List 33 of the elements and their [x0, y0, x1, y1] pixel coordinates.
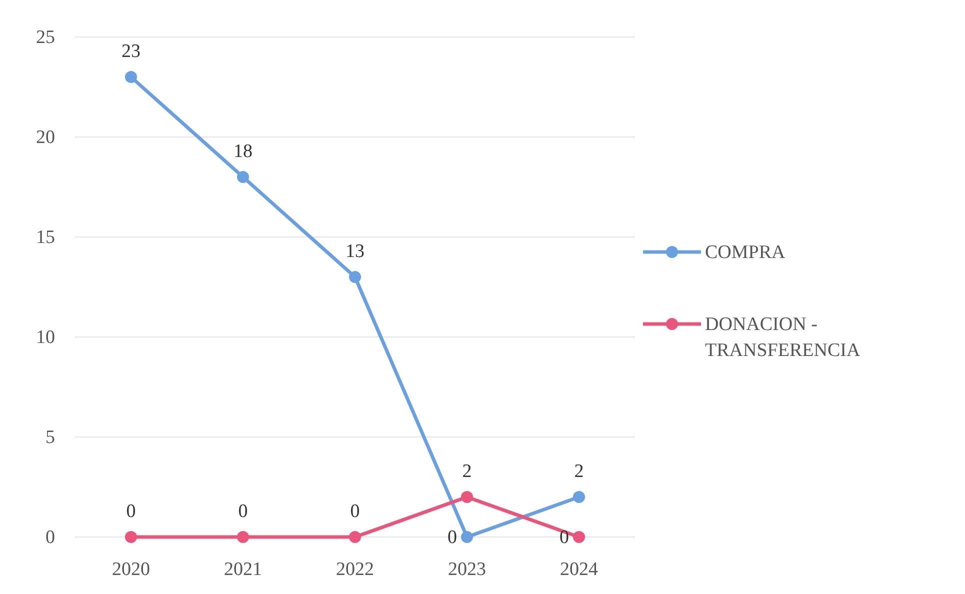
- point: [461, 491, 473, 503]
- x-tick-label: 2022: [336, 559, 374, 580]
- data-label: 2: [462, 461, 472, 482]
- data-label: 0: [350, 501, 360, 522]
- point: [125, 71, 137, 83]
- data-label: 13: [346, 241, 364, 262]
- data-label: 0: [560, 527, 569, 548]
- data-label: 0: [126, 501, 136, 522]
- x-tick-label: 2024: [560, 559, 598, 580]
- y-tick-label: 25: [36, 27, 55, 48]
- x-tick-label: 2021: [224, 559, 262, 580]
- data-label: 0: [238, 501, 248, 522]
- x-tick-label: 2023: [448, 559, 486, 580]
- y-tick-label: 10: [36, 327, 55, 348]
- data-label: 2: [574, 461, 584, 482]
- point: [237, 531, 249, 543]
- y-tick-label: 5: [46, 427, 55, 448]
- legend-label: DONACION - TRANSFERENCIA: [705, 314, 860, 361]
- point: [349, 531, 361, 543]
- data-label: 23: [122, 41, 140, 62]
- point: [573, 531, 585, 543]
- data-label: 18: [234, 141, 252, 162]
- y-tick-label: 20: [36, 127, 55, 148]
- x-tick-label: 2020: [112, 559, 150, 580]
- y-tick-label: 15: [36, 227, 55, 248]
- point: [461, 531, 473, 543]
- data-label: 0: [448, 527, 457, 548]
- point: [237, 171, 249, 183]
- legend-label: COMPRA: [705, 242, 786, 263]
- point: [349, 271, 361, 283]
- y-tick-label: 0: [46, 527, 55, 548]
- point: [573, 491, 585, 503]
- point: [125, 531, 137, 543]
